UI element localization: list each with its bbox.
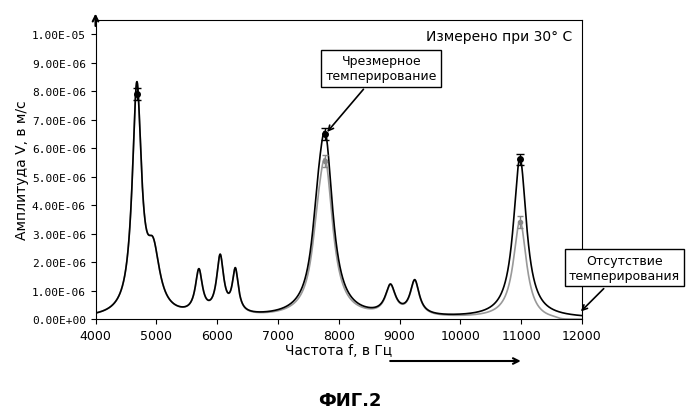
Text: Чрезмерное
темперирование: Чрезмерное темперирование bbox=[326, 55, 437, 131]
X-axis label: Частота f, в Гц: Частота f, в Гц bbox=[285, 344, 392, 357]
Text: ФИГ.2: ФИГ.2 bbox=[318, 391, 382, 409]
Y-axis label: Амплитуда V, в м/с: Амплитуда V, в м/с bbox=[15, 100, 29, 240]
Text: Отсутствие
темперирования: Отсутствие темперирования bbox=[569, 254, 680, 310]
Text: Измерено при 30° C: Измерено при 30° C bbox=[426, 30, 572, 44]
